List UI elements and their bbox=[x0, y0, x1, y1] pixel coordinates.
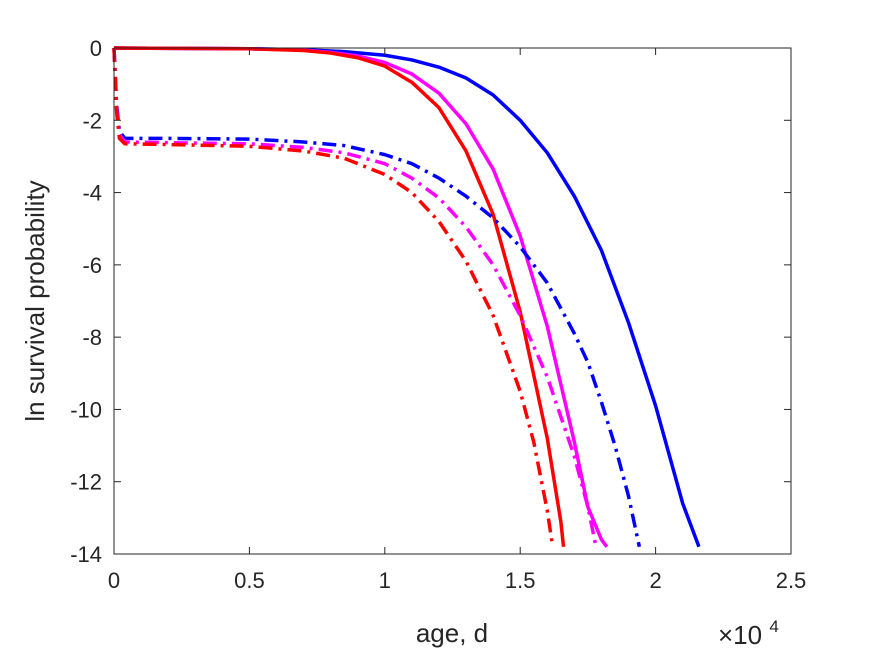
series-line-1 bbox=[113, 46, 701, 548]
y-tick-label: -6 bbox=[82, 253, 102, 278]
y-tick-label: -2 bbox=[82, 108, 102, 133]
y-tick-label: -10 bbox=[70, 397, 102, 422]
x-axis-multiplier-exponent: 4 bbox=[769, 617, 778, 636]
series-line-6 bbox=[112, 47, 555, 548]
x-axis-multiplier-base: ×10 bbox=[718, 620, 762, 650]
series-line-4 bbox=[112, 47, 642, 548]
x-axis-label: age, d bbox=[416, 618, 488, 648]
x-tick-label: 1 bbox=[379, 568, 391, 593]
series-line-3 bbox=[113, 46, 566, 547]
x-tick-label: 0 bbox=[108, 568, 120, 593]
y-tick-label: -14 bbox=[70, 542, 102, 567]
y-axis-label: ln survival probability bbox=[20, 180, 50, 421]
y-tick-label: -12 bbox=[70, 470, 102, 495]
x-axis-multiplier: ×10 4 bbox=[718, 617, 779, 650]
x-tick-label: 0.5 bbox=[234, 568, 265, 593]
y-tick-label: 0 bbox=[90, 36, 102, 61]
x-tick-label: 2.5 bbox=[776, 568, 807, 593]
x-tick-label: 2 bbox=[649, 568, 661, 593]
x-axis-ticks: 0 0.5 1 1.5 2 2.5 bbox=[108, 48, 806, 593]
series-layer bbox=[112, 46, 701, 548]
x-tick-label: 1.5 bbox=[505, 568, 536, 593]
y-axis-ticks: 0 -2 -4 -6 -8 -10 -12 -14 bbox=[70, 36, 791, 567]
series-line-2 bbox=[113, 46, 609, 548]
y-tick-label: -8 bbox=[82, 325, 102, 350]
plot-area-border bbox=[113, 47, 792, 555]
y-tick-label: -4 bbox=[82, 181, 102, 206]
